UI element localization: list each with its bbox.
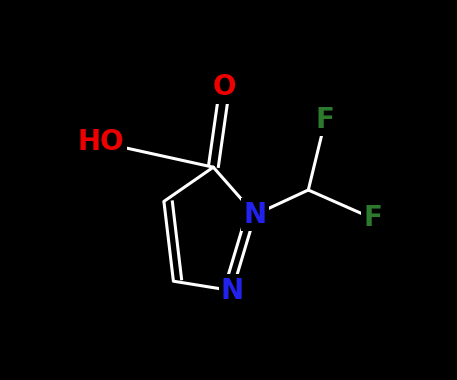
Text: O: O bbox=[213, 73, 236, 101]
Text: F: F bbox=[316, 106, 335, 134]
Text: N: N bbox=[244, 201, 267, 229]
Text: N: N bbox=[221, 277, 244, 305]
Text: HO: HO bbox=[78, 128, 124, 157]
Text: F: F bbox=[363, 204, 383, 233]
